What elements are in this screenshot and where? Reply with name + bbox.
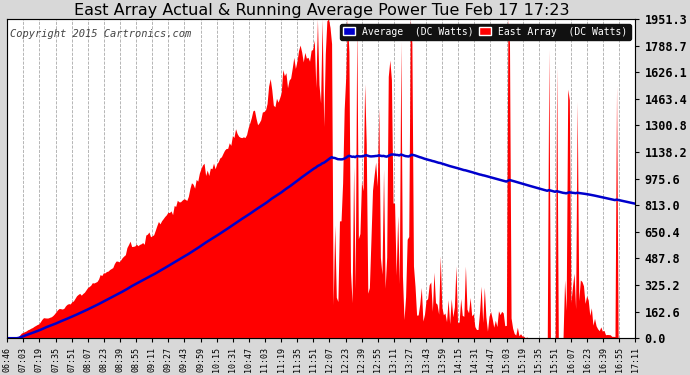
Title: East Array Actual & Running Average Power Tue Feb 17 17:23: East Array Actual & Running Average Powe… bbox=[74, 3, 569, 18]
Legend: Average  (DC Watts), East Array  (DC Watts): Average (DC Watts), East Array (DC Watts… bbox=[340, 24, 631, 40]
Text: Copyright 2015 Cartronics.com: Copyright 2015 Cartronics.com bbox=[10, 28, 192, 39]
